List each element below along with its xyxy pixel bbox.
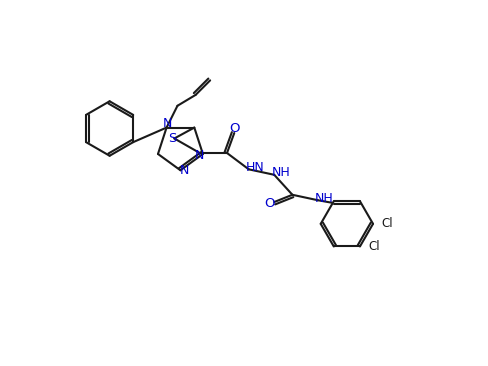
Text: Cl: Cl	[368, 240, 380, 253]
Text: N: N	[195, 149, 204, 162]
Text: O: O	[264, 197, 275, 210]
Text: Cl: Cl	[381, 217, 393, 230]
Text: O: O	[230, 122, 240, 135]
Text: N: N	[180, 164, 189, 177]
Text: NH: NH	[315, 192, 334, 205]
Text: NH: NH	[271, 167, 290, 179]
Text: S: S	[168, 132, 177, 145]
Text: N: N	[163, 117, 172, 130]
Text: HN: HN	[246, 161, 264, 174]
